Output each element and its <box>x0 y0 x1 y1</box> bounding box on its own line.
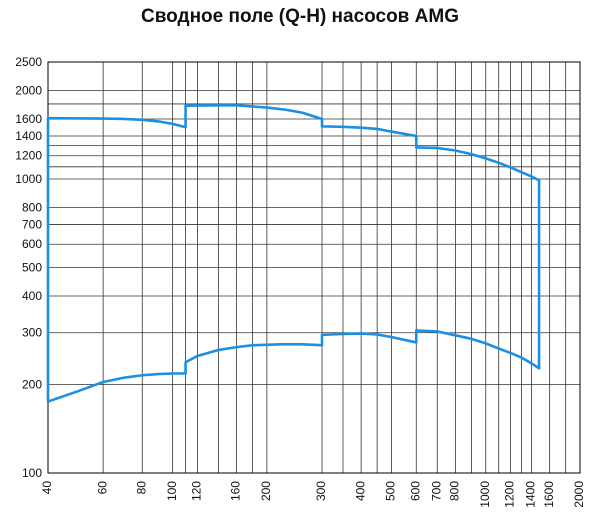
y-axis-tick-labels: 100 200 300 400 500 600 700 800 1000 1200 1400 1600… <box>15 55 42 480</box>
x-tick-label: 1400 <box>524 481 538 508</box>
y-tick-label: 1200 <box>15 149 42 163</box>
y-tick-label: 400 <box>22 289 42 303</box>
y-tick-label: 1400 <box>15 129 42 143</box>
x-tick-label: 500 <box>384 481 398 501</box>
x-axis-tick-labels: 40 60 80 100 120 160 200 300 400 500 600 700 800 1000… <box>40 481 586 508</box>
x-tick-label: 120 <box>190 481 204 501</box>
y-tick-label: 600 <box>22 237 42 251</box>
x-tick-label: 300 <box>314 481 328 501</box>
x-tick-label: 200 <box>259 481 273 501</box>
chart-title: Сводное поле (Q-H) насосов AMG <box>141 6 459 27</box>
x-tick-label: 1200 <box>503 481 517 508</box>
y-tick-label: 100 <box>22 466 42 480</box>
x-tick-label: 40 <box>40 481 54 495</box>
x-tick-label: 1000 <box>478 481 492 508</box>
y-tick-label: 700 <box>22 218 42 232</box>
x-tick-label: 1600 <box>542 481 556 508</box>
y-tick-label: 300 <box>22 326 42 340</box>
x-tick-label: 800 <box>448 481 462 501</box>
x-tick-label: 600 <box>408 481 422 501</box>
x-tick-label: 400 <box>353 481 367 501</box>
x-tick-label: 100 <box>165 481 179 501</box>
y-tick-label: 2000 <box>15 83 42 97</box>
y-tick-label: 1600 <box>15 112 42 126</box>
x-tick-label: 2000 <box>572 481 586 508</box>
x-tick-label: 60 <box>95 481 109 495</box>
x-tick-label: 80 <box>134 481 148 495</box>
x-tick-label: 700 <box>429 481 443 501</box>
y-tick-label: 1000 <box>15 172 42 186</box>
grid <box>47 61 581 474</box>
series-layer <box>46 104 541 403</box>
y-tick-label: 800 <box>22 200 42 214</box>
y-tick-label: 2500 <box>15 55 42 69</box>
y-tick-label: 200 <box>22 377 42 391</box>
y-tick-label: 500 <box>22 261 42 275</box>
series-line <box>46 104 541 403</box>
x-tick-label: 160 <box>229 481 243 501</box>
